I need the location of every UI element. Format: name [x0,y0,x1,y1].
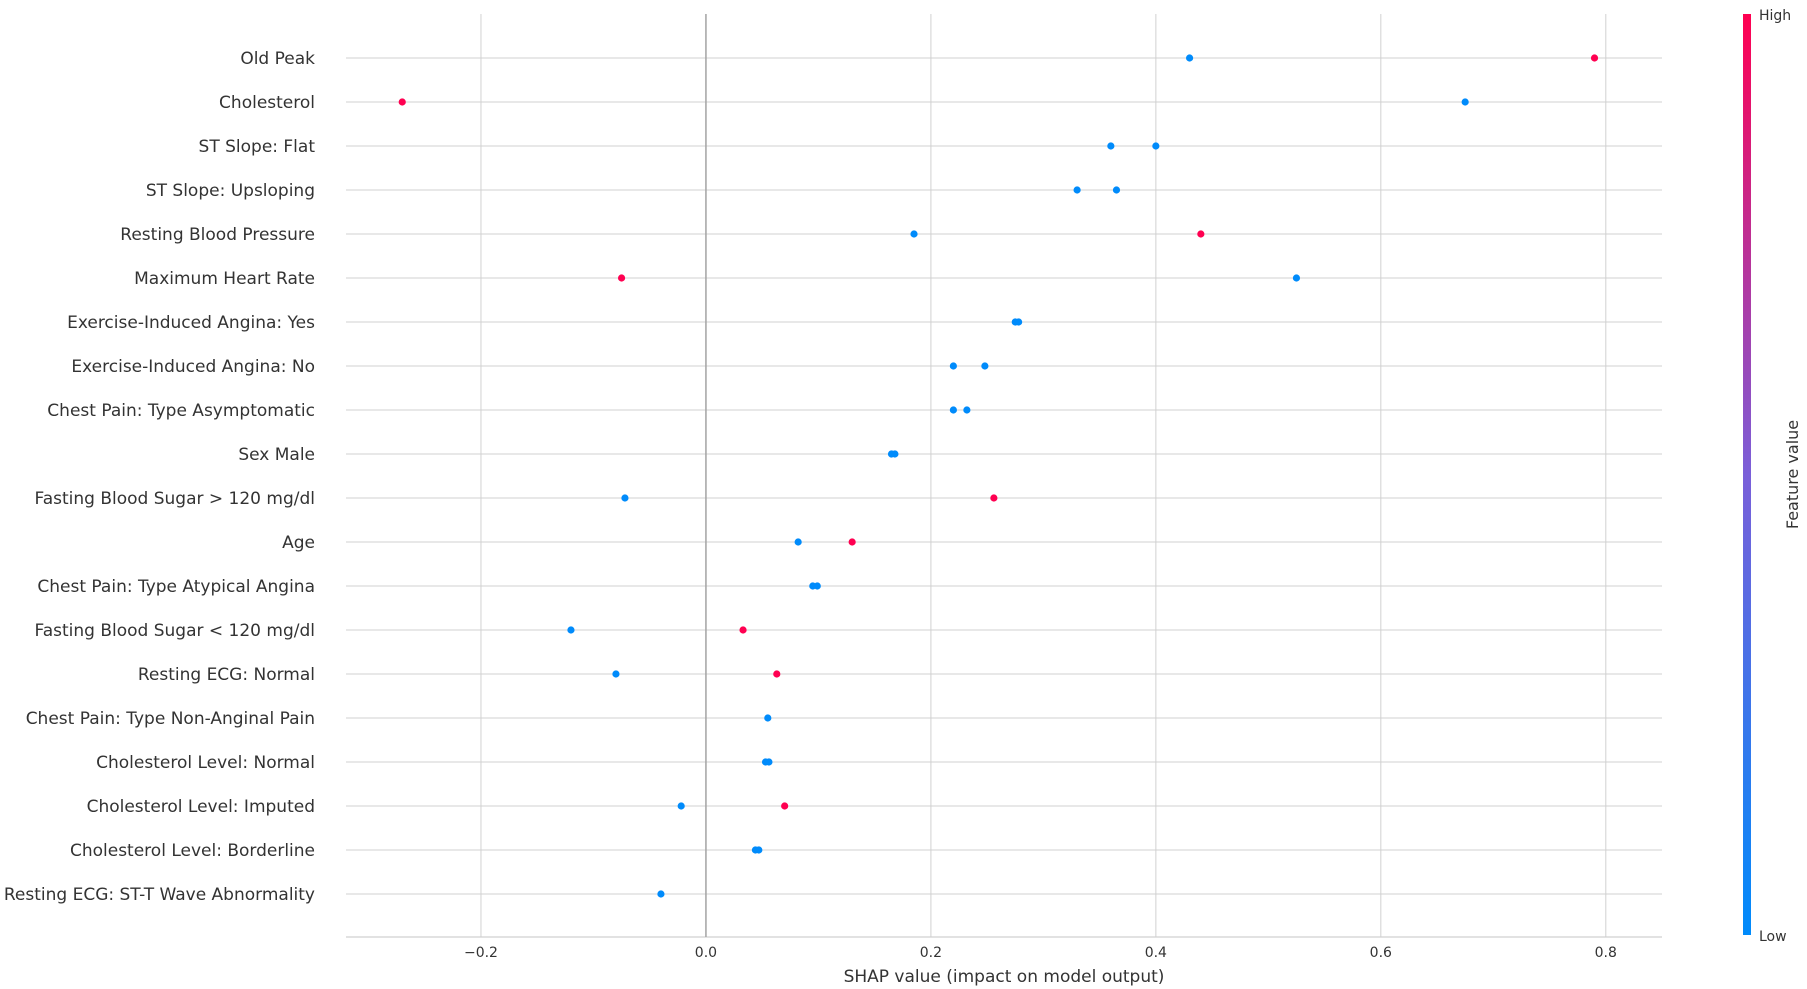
shap-point [617,274,626,282]
feature-label: Fasting Blood Sugar > 120 mg/dl [35,489,316,509]
x-tick-label: 0.6 [1370,945,1392,961]
shap-point [813,582,821,590]
shap-point [621,494,629,502]
shap-point [739,626,747,634]
shap-point [567,626,575,634]
feature-label: Exercise-Induced Angina: No [71,357,315,377]
shap-point [990,494,998,502]
x-tick-label: 0.0 [695,945,717,961]
shap-point [1073,186,1081,194]
shap-point [1112,186,1121,194]
shap-point [764,714,772,722]
feature-label: Cholesterol Level: Imputed [87,797,315,817]
colorbar-gradient [1743,14,1751,935]
shap-point [1197,230,1205,238]
shap-point [794,538,802,546]
grid-layer [346,14,1662,938]
shap-point [1185,54,1194,62]
feature-label: Age [282,533,315,553]
feature-label: Resting ECG: Normal [138,665,315,685]
feature-label-layer: Old Peak Cholesterol ST Slope: Flat ST Slop… [4,49,315,905]
feature-label: Sex Male [238,445,315,465]
shap-point [755,846,763,854]
x-tick-label: 0.8 [1595,945,1617,961]
shap-point [1015,318,1023,326]
shap-point [1590,54,1599,62]
feature-label: ST Slope: Upsloping [146,181,315,201]
x-tick-label: −0.2 [464,945,498,961]
shap-point [848,538,856,546]
feature-label: Chest Pain: Type Non-Anginal Pain [26,709,315,729]
shap-point [1152,142,1160,150]
shap-point [963,406,971,414]
shap-point [949,406,957,414]
x-tick-label: 0.4 [1145,945,1167,961]
feature-label: Fasting Blood Sugar < 120 mg/dl [35,621,316,641]
feature-label: Cholesterol [219,93,315,113]
shap-point [781,802,789,810]
shap-point [677,802,685,810]
feature-label: Old Peak [240,49,315,69]
shap-point [398,98,406,106]
shap-point [910,230,918,238]
x-tick-label: 0.2 [920,945,942,961]
feature-label: Chest Pain: Type Atypical Angina [37,577,315,597]
feature-label: ST Slope: Flat [199,137,316,157]
x-axis-title: SHAP value (impact on model output) [844,967,1165,987]
shap-point [949,362,957,370]
point-layer [398,54,1599,898]
feature-label: Maximum Heart Rate [134,269,315,289]
shap-point [765,758,773,766]
shap-point [1461,98,1469,106]
x-tick-layer: −0.2 0.0 0.2 0.4 0.6 0.8 [464,945,1617,961]
shap-point [1292,274,1301,282]
shap-point [657,890,665,898]
feature-label: Exercise-Induced Angina: Yes [67,313,315,333]
shap-point [612,670,620,678]
shap-point [773,670,781,678]
colorbar-high-label: High [1759,8,1791,24]
colorbar-title: Feature value [1783,420,1802,529]
shap-point [981,362,989,370]
colorbar-low-label: Low [1759,929,1787,945]
feature-label: Resting ECG: ST-T Wave Abnormality [4,885,315,905]
feature-label: Cholesterol Level: Borderline [70,841,315,861]
feature-label: Chest Pain: Type Asymptomatic [47,401,315,421]
shap-point [1107,142,1115,150]
feature-label: Cholesterol Level: Normal [96,753,315,773]
feature-label: Resting Blood Pressure [120,225,315,245]
shap-point [891,450,899,458]
colorbar: High Low Feature value [1743,8,1802,945]
